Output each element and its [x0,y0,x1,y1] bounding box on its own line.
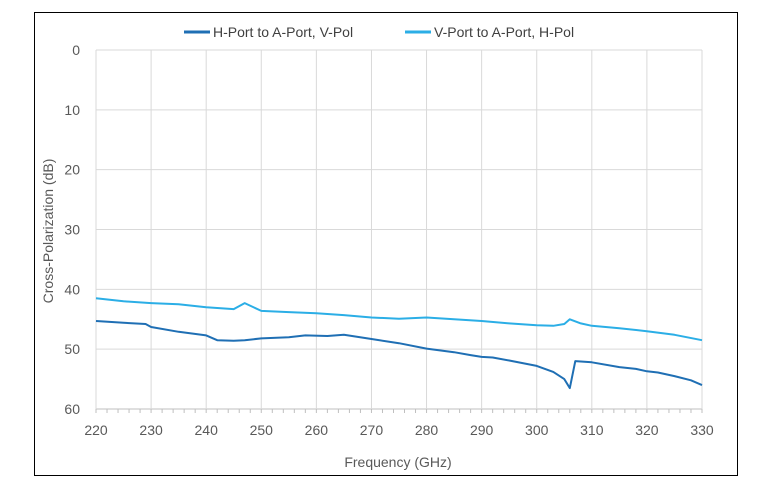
x-tick-label: 220 [84,422,108,438]
x-tick-label: 260 [305,422,329,438]
series-line-h-port [95,320,703,390]
x-tick-label: 330 [690,422,714,438]
y-tick-label: 10 [64,102,80,118]
x-tick-label: 280 [415,422,439,438]
y-tick-label: 60 [64,401,80,417]
series-line-v-port [95,297,703,342]
y-tick-label: 30 [64,222,80,238]
series-lines [95,297,703,390]
y-tick-label: 0 [72,42,80,58]
x-tick-label: 320 [635,422,659,438]
x-tick-label: 300 [525,422,549,438]
legend-label-h-port: H-Port to A-Port, V-Pol [213,24,353,40]
y-axis-title: Cross-Polarization (dB) [40,159,56,304]
x-tick-label: 240 [195,422,219,438]
x-tick-label: 290 [470,422,494,438]
x-tick-label: 270 [360,422,384,438]
y-tick-label: 50 [64,341,80,357]
x-axis-title: Frequency (GHz) [344,454,451,470]
y-tick-label: 20 [64,162,80,178]
x-tick-label: 310 [580,422,604,438]
legend-label-v-port: V-Port to A-Port, H-Pol [434,24,574,40]
x-tick-label: 250 [250,422,274,438]
y-axis-ticks: 0 10 20 30 40 50 60 [64,42,80,417]
x-tick-label: 230 [139,422,163,438]
y-tick-label: 40 [64,281,80,297]
x-axis-ticks: 220 230 240 250 260 270 280 290 300 310 320 330 [84,422,714,438]
legend: H-Port to A-Port, V-Pol V-Port to A-Port… [184,24,574,40]
gridlines [95,49,703,413]
